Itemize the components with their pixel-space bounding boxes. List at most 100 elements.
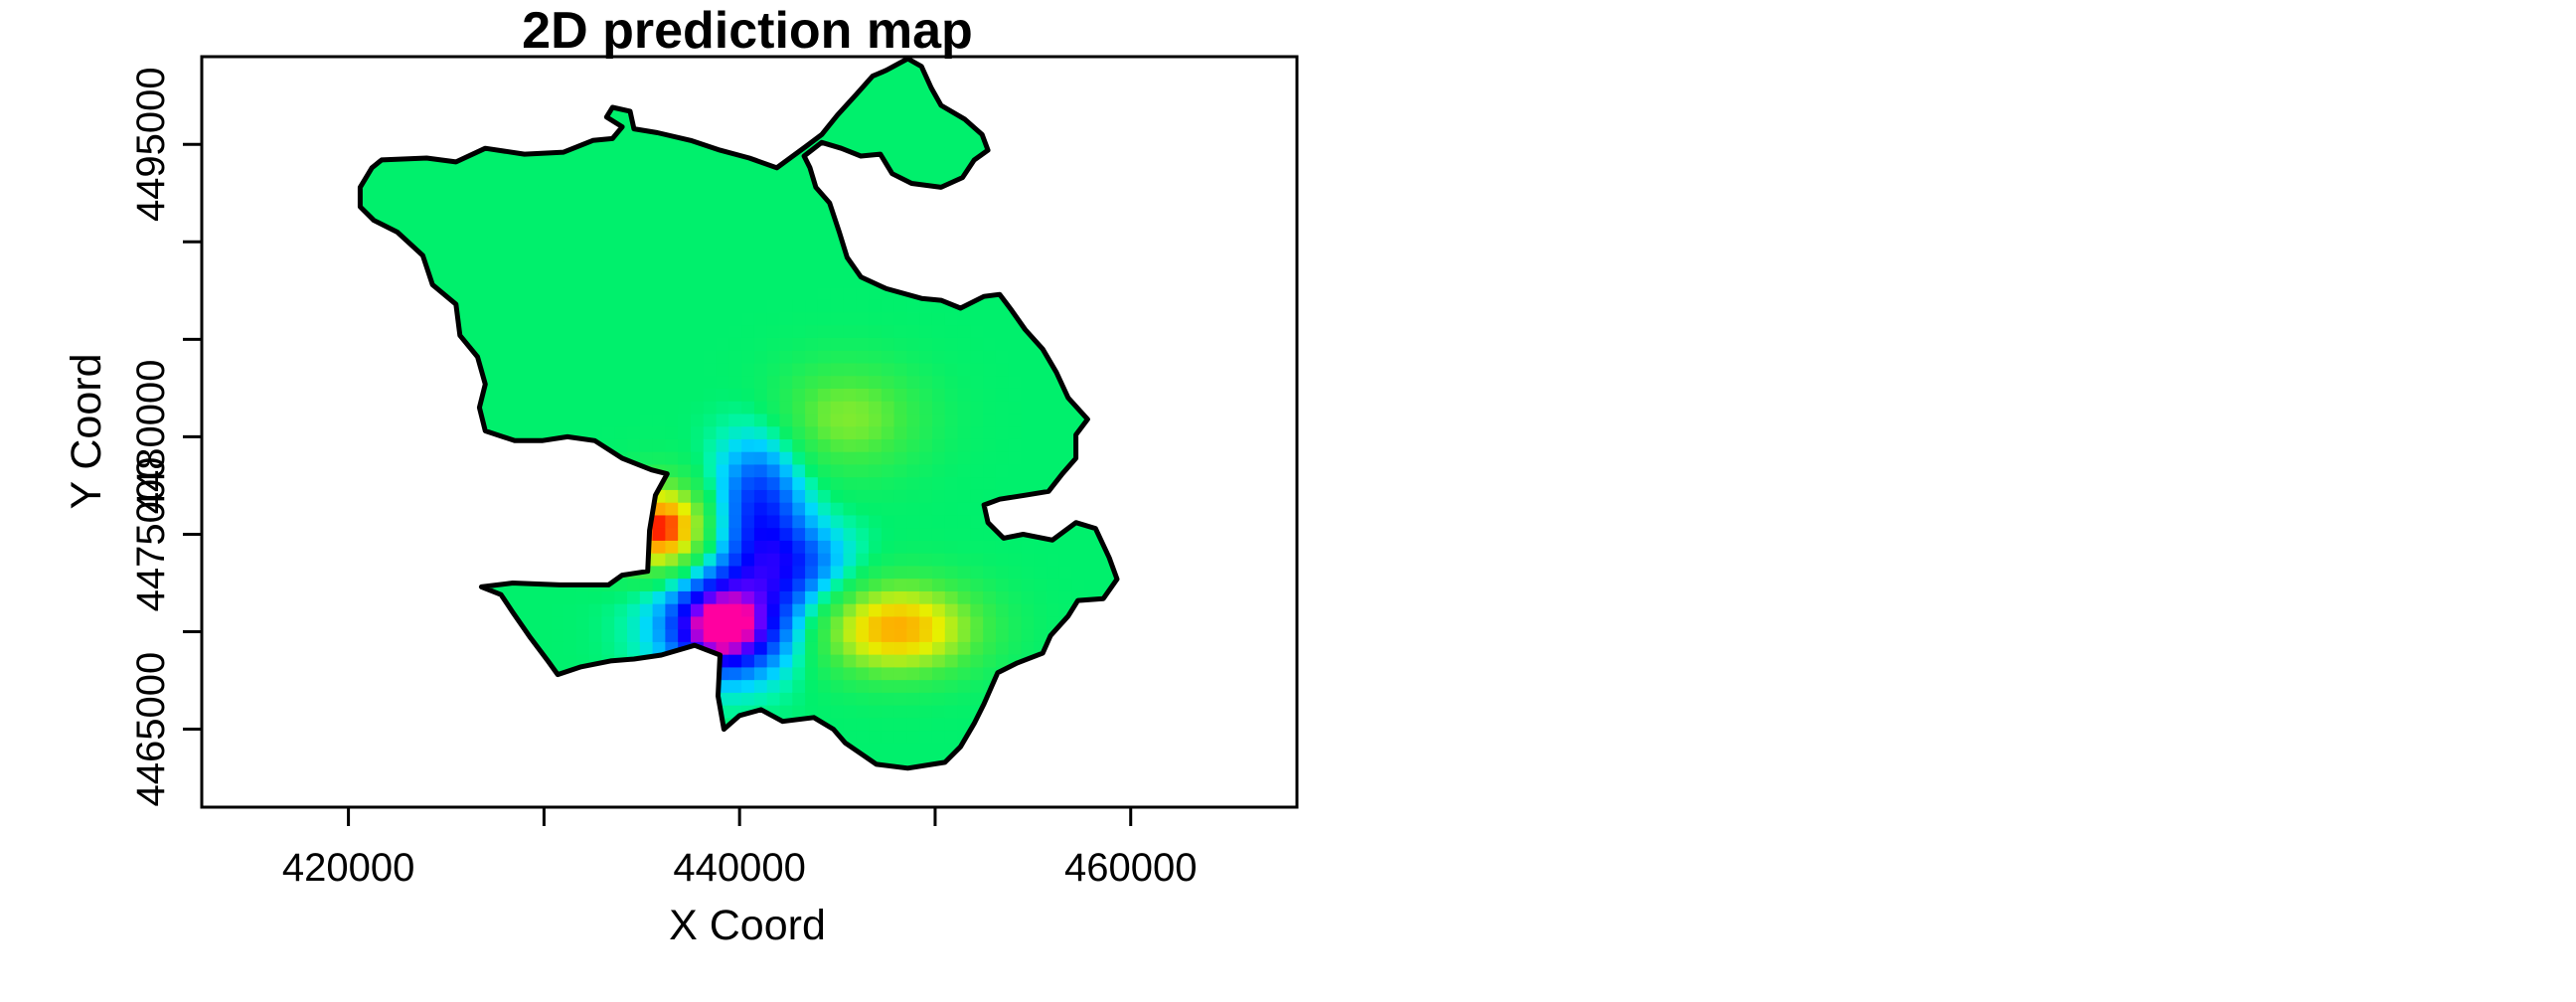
heatmap-cell (373, 388, 387, 402)
heatmap-cell (538, 527, 552, 541)
heatmap-cell (423, 755, 437, 768)
heatmap-cell (525, 273, 540, 288)
heatmap-cell (944, 236, 959, 250)
heatmap-cell (728, 223, 742, 238)
heatmap-cell (360, 337, 374, 351)
heatmap-cell (970, 743, 984, 756)
heatmap-cell (601, 666, 615, 681)
heatmap-cell (423, 641, 437, 655)
heatmap-cell (665, 185, 679, 199)
heatmap-cell (614, 666, 628, 681)
heatmap-cell (512, 730, 527, 744)
heatmap-cell (830, 767, 845, 768)
heatmap-cell (448, 717, 463, 732)
heatmap-cell (741, 590, 755, 604)
heatmap-cell (627, 540, 641, 554)
heatmap-cell (665, 578, 679, 591)
heatmap-cell (385, 590, 400, 604)
heatmap-cell (538, 730, 552, 744)
heatmap-cell (1021, 514, 1035, 529)
heatmap-cell (703, 489, 718, 503)
heatmap-cell (474, 159, 488, 174)
heatmap-cell (869, 375, 883, 389)
heatmap-cell (843, 401, 857, 415)
heatmap-cell (869, 540, 883, 554)
heatmap-cell (817, 337, 832, 351)
heatmap-cell (665, 147, 679, 161)
heatmap-cell (588, 553, 603, 567)
heatmap-cell (538, 311, 552, 326)
heatmap-cell (779, 553, 793, 567)
heatmap-cell (766, 401, 781, 415)
heatmap-cell (1110, 540, 1117, 554)
heatmap-cell (957, 527, 971, 541)
heatmap-cell (869, 514, 883, 529)
heatmap-cell (1046, 603, 1060, 617)
heatmap-cell (678, 260, 692, 275)
heatmap-cell (410, 324, 424, 338)
heatmap-cell (1046, 767, 1060, 768)
heatmap-cell (995, 260, 1010, 275)
heatmap-cell (652, 767, 666, 768)
heatmap-cell (1021, 717, 1035, 732)
heatmap-cell (703, 743, 718, 756)
heatmap-cell (575, 84, 590, 97)
heatmap-cell (575, 755, 590, 768)
heatmap-cell (360, 755, 361, 768)
heatmap-cell (627, 489, 641, 503)
heatmap-cell (423, 476, 437, 490)
heatmap-cell (500, 71, 514, 85)
heatmap-cell (1058, 108, 1073, 123)
heatmap-cell (538, 679, 552, 693)
heatmap-cell (588, 324, 603, 338)
heatmap-cell (652, 223, 666, 238)
heatmap-cell (983, 236, 997, 250)
heatmap-cell (766, 578, 781, 591)
heatmap-cell (564, 59, 577, 73)
heatmap-cell (716, 527, 729, 541)
heatmap-cell (1034, 451, 1047, 465)
heatmap-cell (448, 603, 463, 617)
heatmap-cell (830, 362, 845, 377)
heatmap-cell (1059, 33, 1072, 46)
heatmap-cell (1058, 767, 1073, 768)
heatmap-cell (1021, 236, 1035, 250)
heatmap-cell (538, 502, 552, 516)
heatmap-cell (678, 502, 692, 516)
heatmap-cell (1058, 489, 1073, 503)
heatmap-cell (703, 337, 718, 351)
heatmap-cell (448, 730, 463, 744)
heatmap-cell (830, 641, 845, 655)
heatmap-cell (564, 198, 577, 212)
heatmap-cell (525, 603, 540, 617)
heatmap-cell (753, 679, 768, 693)
heatmap-cell (983, 96, 997, 110)
heatmap-cell (1123, 641, 1136, 654)
heatmap-cell (944, 679, 959, 693)
heatmap-cell (373, 578, 387, 591)
heatmap-cell (779, 502, 793, 516)
heatmap-cell (906, 299, 920, 313)
heatmap-cell (869, 641, 883, 655)
heatmap-cell (423, 324, 437, 338)
heatmap-cell (487, 33, 500, 46)
heatmap-cell (906, 84, 920, 97)
heatmap-cell (893, 540, 908, 554)
heatmap-cell (474, 249, 488, 262)
heatmap-cell (423, 159, 437, 174)
heatmap-cell (869, 172, 883, 187)
heatmap-cell (601, 198, 615, 212)
heatmap-cell (588, 96, 603, 110)
heatmap-cell (1097, 578, 1111, 591)
heatmap-cell (1084, 401, 1098, 415)
heatmap-cell (944, 527, 959, 541)
heatmap-cell (575, 717, 590, 732)
heatmap-cell (436, 388, 450, 402)
heatmap-cell (881, 438, 895, 452)
heatmap-cell (398, 172, 412, 187)
heatmap-cell (360, 641, 374, 655)
heatmap-cell (423, 185, 437, 199)
heatmap-cell (856, 350, 870, 364)
heatmap-cell (525, 84, 540, 97)
heatmap-cell (665, 438, 679, 452)
